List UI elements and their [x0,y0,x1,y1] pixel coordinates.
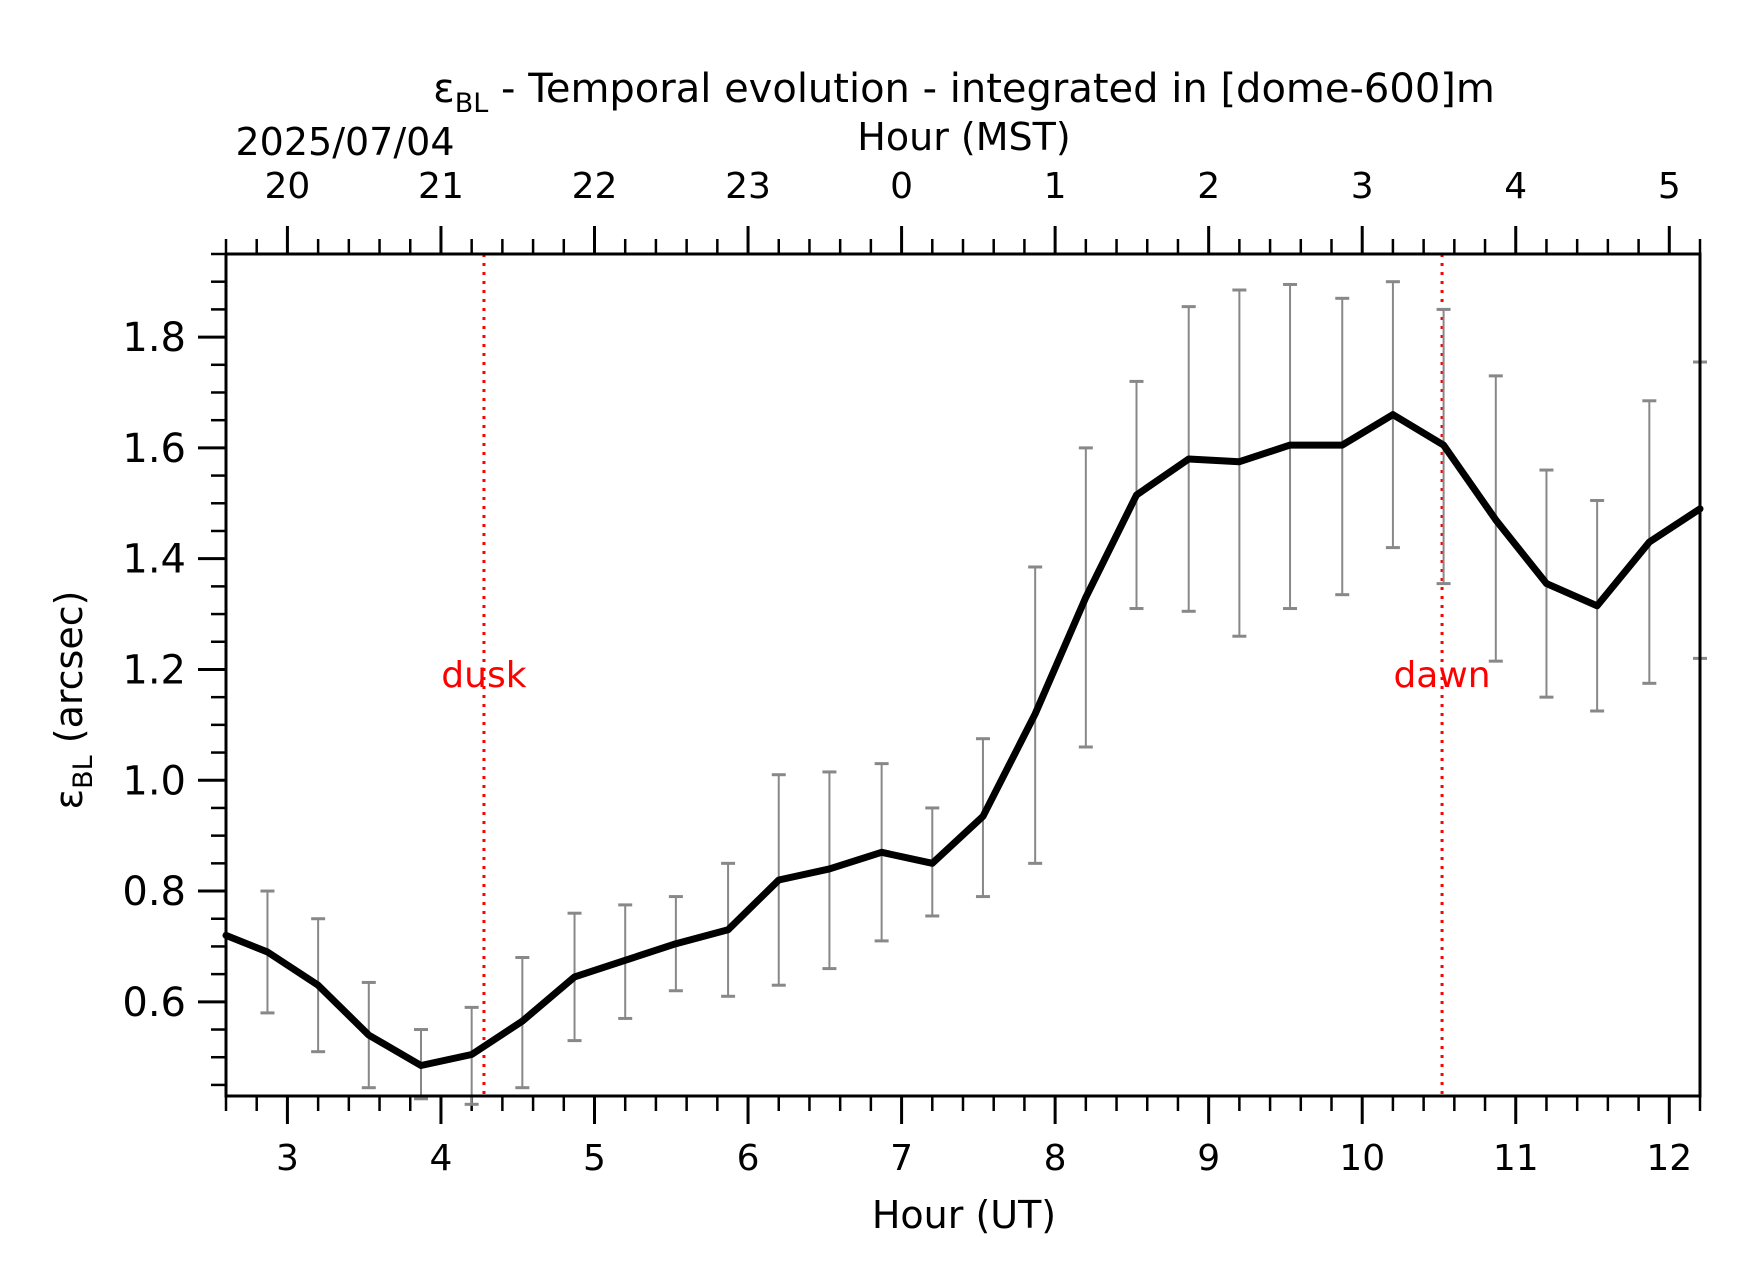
top-tick-label: 4 [1504,166,1527,207]
series-line [222,411,1704,1069]
x-tick-label: 3 [276,1138,299,1179]
top-tick-label: 5 [1658,166,1681,207]
plot-frame [224,252,1702,1098]
y-tick-label: 1.8 [122,315,186,361]
top-axis-label: Hour (MST) [857,115,1070,159]
x-tick-label: 10 [1339,1138,1385,1179]
y-tick-label: 1.2 [122,647,186,693]
series-line-layer [222,411,1704,1069]
event-label-dusk: dusk [441,655,526,696]
x-tick-label: 8 [1044,1138,1067,1179]
y-tick-label: 0.8 [122,869,186,915]
top-tick-label: 0 [890,166,913,207]
date-label: 2025/07/04 [235,120,454,164]
y-tick-label: 1.6 [122,426,186,472]
x-tick-label: 12 [1646,1138,1692,1179]
x-tick-label: 7 [890,1138,913,1179]
event-label-dawn: dawn [1393,655,1490,696]
x-tick-label: 9 [1197,1138,1220,1179]
x-tick-label: 6 [737,1138,760,1179]
x-tick-label: 11 [1493,1138,1539,1179]
top-tick-label: 1 [1044,166,1067,207]
chart-title: εBL - Temporal evolution - integrated in… [433,66,1495,119]
y-axis-label: εBL (arcsec) [47,591,99,810]
x-tick-label: 4 [430,1138,453,1179]
top-tick-label: 2 [1197,166,1220,207]
x-tick-label: 5 [583,1138,606,1179]
y-tick-label: 1.0 [122,758,186,804]
top-tick-label: 3 [1351,166,1374,207]
x-axis-label: Hour (UT) [872,1193,1056,1237]
y-tick-label: 1.4 [122,537,186,583]
top-tick-label: 22 [572,166,618,207]
events-layer: dusk dawn [441,254,1491,1096]
top-tick-label: 20 [265,166,311,207]
y-tick-label: 0.6 [122,980,186,1026]
top-tick-label: 23 [725,166,771,207]
top-tick-label: 21 [418,166,464,207]
